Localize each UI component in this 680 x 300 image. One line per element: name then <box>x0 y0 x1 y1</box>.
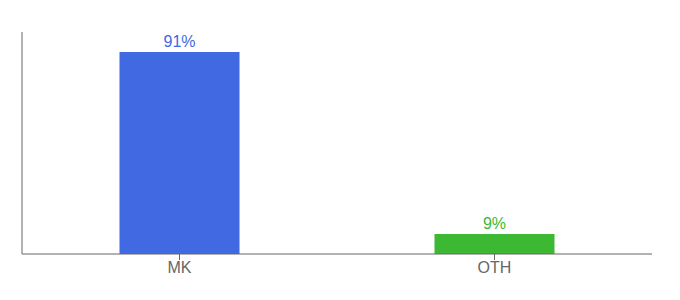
svg-text:OTH: OTH <box>478 259 512 276</box>
svg-text:91%: 91% <box>163 33 195 50</box>
svg-text:MK: MK <box>168 259 192 276</box>
svg-text:9%: 9% <box>483 215 506 232</box>
